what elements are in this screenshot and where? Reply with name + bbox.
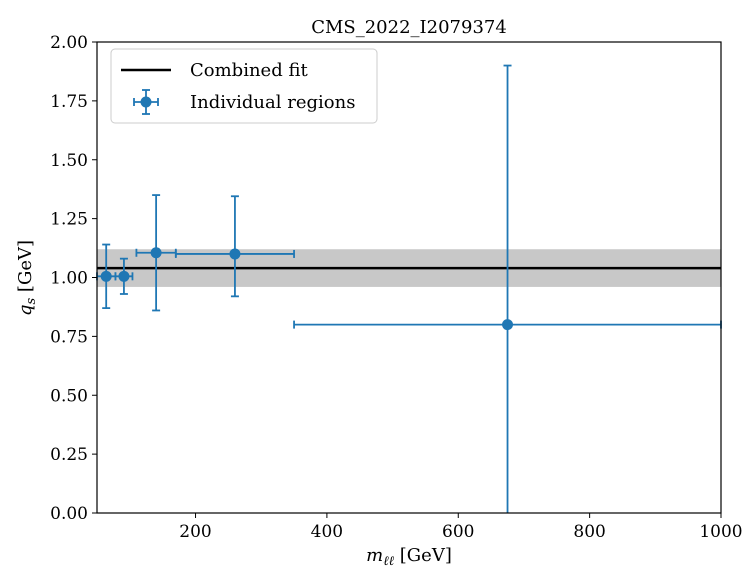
x-axis-title: mℓℓ [GeV] (366, 545, 452, 569)
legend-points-label: Individual regions (190, 92, 355, 113)
x-tick-label: 400 (311, 522, 343, 542)
data-point-0 (96, 243, 117, 310)
x-axis-sub: ℓℓ (383, 554, 394, 569)
data-marker (502, 319, 514, 331)
y-tick-label: 2.00 (50, 33, 88, 53)
x-tick-label: 800 (573, 522, 605, 542)
y-tick-label: 0.50 (50, 386, 88, 406)
data-marker (118, 270, 130, 282)
x-axis-var: m (366, 545, 383, 566)
legend-fit-label: Combined fit (190, 60, 308, 81)
y-tick-label: 1.25 (50, 210, 88, 230)
y-tick-label: 1.75 (50, 92, 88, 112)
y-tick-label: 0.00 (50, 504, 88, 524)
data-points-layer (96, 64, 722, 513)
y-tick-label: 0.25 (50, 445, 88, 465)
legend: Combined fit Individual regions (110, 48, 378, 124)
y-tick-label: 1.50 (50, 151, 88, 171)
y-tick-label: 1.00 (50, 269, 88, 289)
y-tick-label: 0.75 (50, 327, 88, 347)
y-ticks: 0.00 0.25 0.50 0.75 1.00 1.25 1.50 1.75 2.00 (50, 33, 97, 524)
data-point-4 (293, 64, 722, 513)
x-ticks: 200 400 600 800 1000 (179, 513, 743, 542)
chart-title: CMS_2022_I2079374 (311, 17, 507, 38)
x-tick-label: 600 (442, 522, 474, 542)
data-marker (100, 270, 112, 282)
data-marker (150, 247, 162, 259)
x-tick-label: 200 (179, 522, 211, 542)
data-point-3 (174, 195, 295, 298)
data-marker (229, 248, 241, 260)
x-tick-label: 1000 (699, 522, 742, 542)
legend-box (110, 48, 378, 124)
legend-points-marker (140, 96, 152, 108)
data-point-2 (135, 194, 177, 312)
y-axis-title: qs [GeV] (15, 240, 39, 316)
data-point-1 (114, 257, 134, 295)
